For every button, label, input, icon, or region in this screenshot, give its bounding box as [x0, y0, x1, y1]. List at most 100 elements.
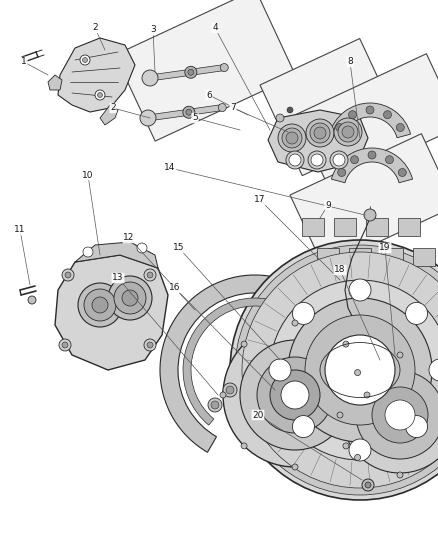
- Text: 13: 13: [112, 273, 124, 282]
- Circle shape: [338, 168, 346, 176]
- Wedge shape: [183, 298, 326, 425]
- Circle shape: [282, 128, 302, 148]
- Circle shape: [276, 114, 284, 122]
- Polygon shape: [100, 105, 118, 125]
- Text: 7: 7: [230, 103, 236, 112]
- Circle shape: [208, 398, 222, 412]
- Circle shape: [230, 240, 438, 500]
- Polygon shape: [334, 218, 356, 236]
- Circle shape: [350, 156, 358, 164]
- Wedge shape: [332, 148, 413, 183]
- Text: 18: 18: [334, 265, 346, 274]
- Circle shape: [98, 93, 102, 98]
- Circle shape: [185, 66, 197, 78]
- Text: 6: 6: [206, 91, 212, 100]
- Circle shape: [242, 252, 438, 488]
- Circle shape: [364, 392, 370, 398]
- Circle shape: [220, 392, 226, 398]
- Circle shape: [144, 339, 156, 351]
- Polygon shape: [398, 218, 420, 236]
- Circle shape: [349, 111, 357, 119]
- Circle shape: [343, 341, 349, 347]
- Polygon shape: [115, 0, 296, 141]
- Circle shape: [62, 342, 68, 348]
- Circle shape: [385, 400, 415, 430]
- Text: 8: 8: [347, 58, 353, 67]
- Circle shape: [226, 386, 234, 394]
- Circle shape: [147, 342, 153, 348]
- Circle shape: [241, 443, 247, 449]
- Circle shape: [289, 154, 301, 166]
- Circle shape: [108, 276, 152, 320]
- Text: 5: 5: [192, 114, 198, 123]
- Polygon shape: [349, 248, 371, 266]
- Circle shape: [429, 359, 438, 381]
- Circle shape: [218, 103, 226, 111]
- Text: 20: 20: [252, 410, 264, 419]
- Text: 2: 2: [92, 23, 98, 33]
- Circle shape: [342, 357, 438, 473]
- Circle shape: [306, 119, 334, 147]
- Text: 10: 10: [82, 171, 94, 180]
- Circle shape: [365, 482, 371, 488]
- Circle shape: [83, 247, 93, 257]
- Text: 4: 4: [212, 23, 218, 33]
- Circle shape: [368, 151, 376, 159]
- Polygon shape: [317, 248, 339, 266]
- Circle shape: [311, 154, 323, 166]
- Circle shape: [396, 124, 404, 132]
- Circle shape: [330, 151, 348, 169]
- Text: 1: 1: [21, 58, 27, 67]
- Circle shape: [270, 280, 438, 460]
- Circle shape: [186, 109, 192, 115]
- Text: 11: 11: [14, 225, 26, 235]
- Circle shape: [59, 339, 71, 351]
- Circle shape: [188, 69, 194, 75]
- Circle shape: [92, 297, 108, 313]
- Text: 3: 3: [150, 26, 156, 35]
- Polygon shape: [381, 248, 403, 266]
- Circle shape: [144, 269, 156, 281]
- Text: 12: 12: [124, 233, 135, 243]
- Text: 9: 9: [325, 200, 331, 209]
- Circle shape: [364, 209, 376, 221]
- Wedge shape: [329, 103, 410, 138]
- Circle shape: [114, 282, 146, 314]
- Circle shape: [269, 359, 291, 381]
- Circle shape: [28, 296, 36, 304]
- Text: 2: 2: [110, 103, 116, 112]
- Circle shape: [337, 412, 343, 418]
- Circle shape: [292, 464, 298, 470]
- Circle shape: [84, 289, 116, 321]
- Circle shape: [338, 122, 358, 142]
- Circle shape: [281, 381, 309, 409]
- Polygon shape: [295, 54, 438, 188]
- Circle shape: [223, 323, 367, 467]
- Polygon shape: [290, 134, 438, 268]
- Polygon shape: [55, 255, 168, 370]
- Circle shape: [241, 341, 247, 347]
- Circle shape: [183, 106, 195, 118]
- Circle shape: [147, 272, 153, 278]
- Circle shape: [362, 479, 374, 491]
- Circle shape: [397, 352, 403, 358]
- Circle shape: [288, 298, 432, 442]
- Circle shape: [334, 118, 362, 146]
- Circle shape: [342, 126, 354, 138]
- Circle shape: [310, 123, 330, 143]
- Circle shape: [122, 290, 138, 306]
- Circle shape: [286, 151, 304, 169]
- Circle shape: [287, 107, 293, 113]
- Circle shape: [384, 111, 392, 119]
- Text: 16: 16: [169, 284, 181, 293]
- Circle shape: [308, 151, 326, 169]
- Polygon shape: [260, 38, 402, 176]
- Circle shape: [142, 70, 158, 86]
- Polygon shape: [366, 218, 388, 236]
- Circle shape: [257, 357, 333, 433]
- Circle shape: [270, 370, 320, 420]
- Circle shape: [385, 156, 393, 164]
- Circle shape: [140, 110, 156, 126]
- Polygon shape: [268, 110, 368, 172]
- Circle shape: [336, 124, 344, 132]
